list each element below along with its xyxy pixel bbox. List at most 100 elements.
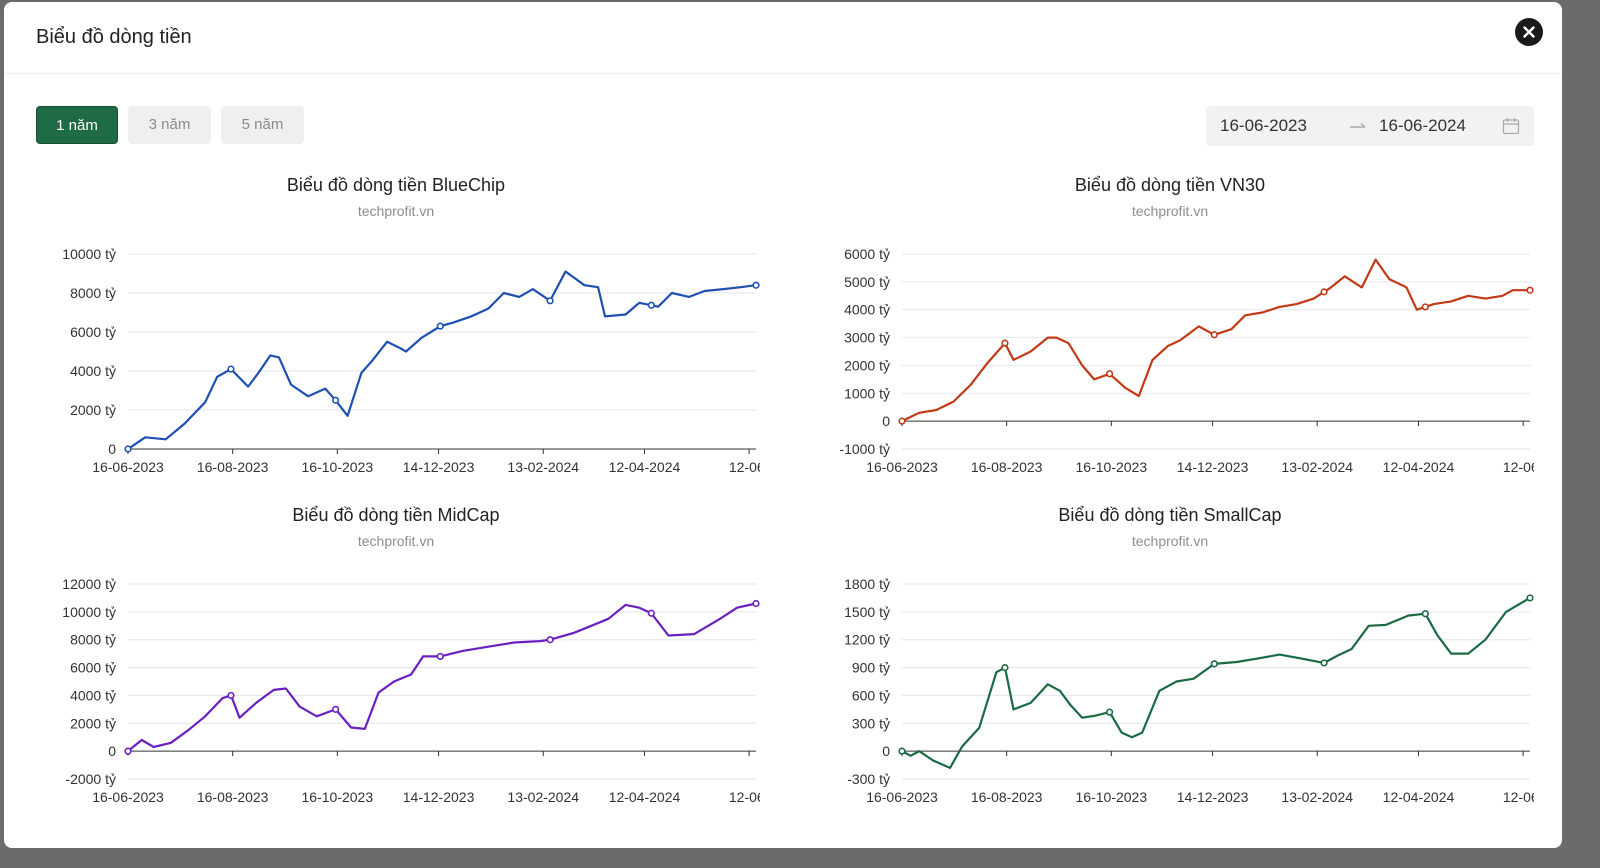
series-line	[900, 258, 1532, 423]
x-tick-label: 12-06-	[1503, 789, 1534, 804]
y-tick-label: 12000 tỷ	[62, 576, 116, 592]
x-tick-label: 16-06-2023	[866, 789, 938, 804]
data-point[interactable]	[1210, 660, 1218, 668]
y-tick-label: 2000 tỷ	[70, 402, 116, 418]
x-tick-label: 16-10-2023	[302, 789, 374, 804]
midcap-chart: Biểu đồ dòng tiền MidCap techprofit.vn -20…	[62, 505, 760, 804]
y-tick-label: 4000 tỷ	[844, 302, 890, 318]
x-tick-label: 12-04-2024	[1383, 459, 1455, 474]
data-point[interactable]	[227, 691, 235, 700]
data-point[interactable]	[124, 445, 132, 453]
x-tick-label: 12-06-	[729, 789, 760, 804]
x-tick-label: 16-10-2023	[1076, 459, 1148, 474]
data-point[interactable]	[1320, 659, 1328, 667]
close-icon	[1523, 26, 1535, 38]
x-tick-label: 12-04-2024	[609, 459, 681, 474]
data-point[interactable]	[1421, 303, 1429, 311]
x-tick-label: 12-06-	[1503, 459, 1534, 474]
y-tick-label: 3000 tỷ	[844, 330, 890, 346]
x-tick-label: 12-04-2024	[609, 789, 681, 804]
calendar-icon[interactable]	[1502, 117, 1520, 135]
x-tick-label: 16-06-2023	[92, 459, 164, 474]
data-point[interactable]	[436, 652, 444, 661]
data-point[interactable]	[1421, 610, 1429, 618]
data-point[interactable]	[124, 747, 132, 755]
y-tick-label: 6000 tỷ	[844, 246, 890, 262]
data-point[interactable]	[898, 747, 906, 755]
data-point[interactable]	[647, 301, 655, 309]
y-tick-label: 4000 tỷ	[70, 687, 116, 703]
data-point[interactable]	[1320, 288, 1328, 296]
data-point[interactable]	[1526, 286, 1534, 294]
data-point[interactable]	[546, 636, 554, 644]
data-point[interactable]	[752, 281, 760, 289]
x-tick-label: 12-06-	[729, 459, 760, 474]
x-tick-label: 16-10-2023	[1076, 789, 1148, 804]
data-point[interactable]	[647, 609, 655, 617]
series-line	[900, 596, 1532, 769]
smallcap-chart: Biểu đồ dòng tiền SmallCap techprofit.vn -…	[844, 505, 1534, 804]
y-tick-label: 0	[882, 413, 890, 429]
y-tick-label: 4000 tỷ	[70, 363, 116, 379]
tab-3-years[interactable]: 3 năm	[128, 106, 211, 144]
tab-5-years[interactable]: 5 năm	[221, 106, 304, 144]
data-point[interactable]	[1001, 339, 1009, 347]
y-tick-label: -300 tỷ	[847, 771, 890, 787]
data-point[interactable]	[752, 599, 760, 608]
y-tick-label: 1000 tỷ	[844, 385, 890, 401]
y-tick-label: 10000 tỷ	[62, 604, 116, 620]
y-tick-label: 8000 tỷ	[70, 285, 116, 301]
data-point[interactable]	[1106, 370, 1114, 378]
cashflow-modal: Biểu đồ dòng tiền 1 năm 3 năm 5 năm 16-0…	[4, 2, 1562, 848]
y-tick-label: 1500 tỷ	[844, 604, 890, 620]
y-tick-label: -1000 tỷ	[839, 441, 890, 457]
x-tick-label: 16-08-2023	[197, 789, 269, 804]
y-tick-label: 0	[108, 743, 116, 759]
bluechip-chart: Biểu đồ dòng tiền BlueChip techprofit.vn 0…	[62, 175, 760, 474]
y-tick-label: 5000 tỷ	[844, 274, 890, 290]
x-tick-label: 13-02-2024	[507, 459, 579, 474]
x-tick-label: 16-08-2023	[197, 459, 269, 474]
chart-title: Biểu đồ dòng tiền VN30	[1075, 175, 1265, 195]
chart-subtitle: techprofit.vn	[1132, 533, 1208, 549]
y-tick-label: 8000 tỷ	[70, 632, 116, 648]
modal-header: Biểu đồ dòng tiền	[4, 2, 1562, 74]
data-point[interactable]	[1526, 594, 1534, 602]
data-point[interactable]	[332, 705, 340, 713]
x-tick-label: 16-06-2023	[92, 789, 164, 804]
data-point[interactable]	[1210, 331, 1218, 339]
x-tick-label: 16-10-2023	[302, 459, 374, 474]
data-point[interactable]	[898, 417, 906, 425]
modal-title: Biểu đồ dòng tiền	[36, 26, 192, 48]
data-point[interactable]	[1106, 708, 1114, 716]
data-point[interactable]	[332, 396, 340, 404]
start-date[interactable]: 16-06-2023	[1220, 116, 1307, 135]
tab-1-year[interactable]: 1 năm	[36, 106, 118, 144]
x-tick-label: 16-08-2023	[971, 789, 1043, 804]
end-date[interactable]: 16-06-2024	[1379, 116, 1466, 135]
y-tick-label: -2000 tỷ	[65, 771, 116, 787]
x-tick-label: 16-08-2023	[971, 459, 1043, 474]
data-point[interactable]	[227, 365, 235, 373]
x-tick-label: 14-12-2023	[403, 459, 475, 474]
y-tick-label: 300 tỷ	[852, 715, 890, 731]
chart-subtitle: techprofit.vn	[1132, 203, 1208, 219]
x-tick-label: 13-02-2024	[507, 789, 579, 804]
data-point[interactable]	[436, 322, 444, 330]
y-tick-label: 600 tỷ	[852, 687, 890, 703]
y-tick-label: 6000 tỷ	[70, 660, 116, 676]
series-line	[126, 270, 758, 451]
data-point[interactable]	[546, 297, 554, 305]
y-tick-label: 0	[882, 743, 890, 759]
chart-subtitle: techprofit.vn	[358, 203, 434, 219]
x-tick-label: 14-12-2023	[1177, 789, 1249, 804]
date-range-picker[interactable]: 16-06-2023 16-06-2024	[1206, 106, 1534, 146]
y-tick-label: 6000 tỷ	[70, 324, 116, 340]
chart-title: Biểu đồ dòng tiền BlueChip	[287, 175, 505, 195]
x-tick-label: 14-12-2023	[403, 789, 475, 804]
data-point[interactable]	[1001, 663, 1009, 672]
series-line	[126, 602, 758, 753]
close-button[interactable]	[1515, 18, 1543, 46]
y-tick-label: 0	[108, 441, 116, 457]
y-tick-label: 1800 tỷ	[844, 576, 890, 592]
